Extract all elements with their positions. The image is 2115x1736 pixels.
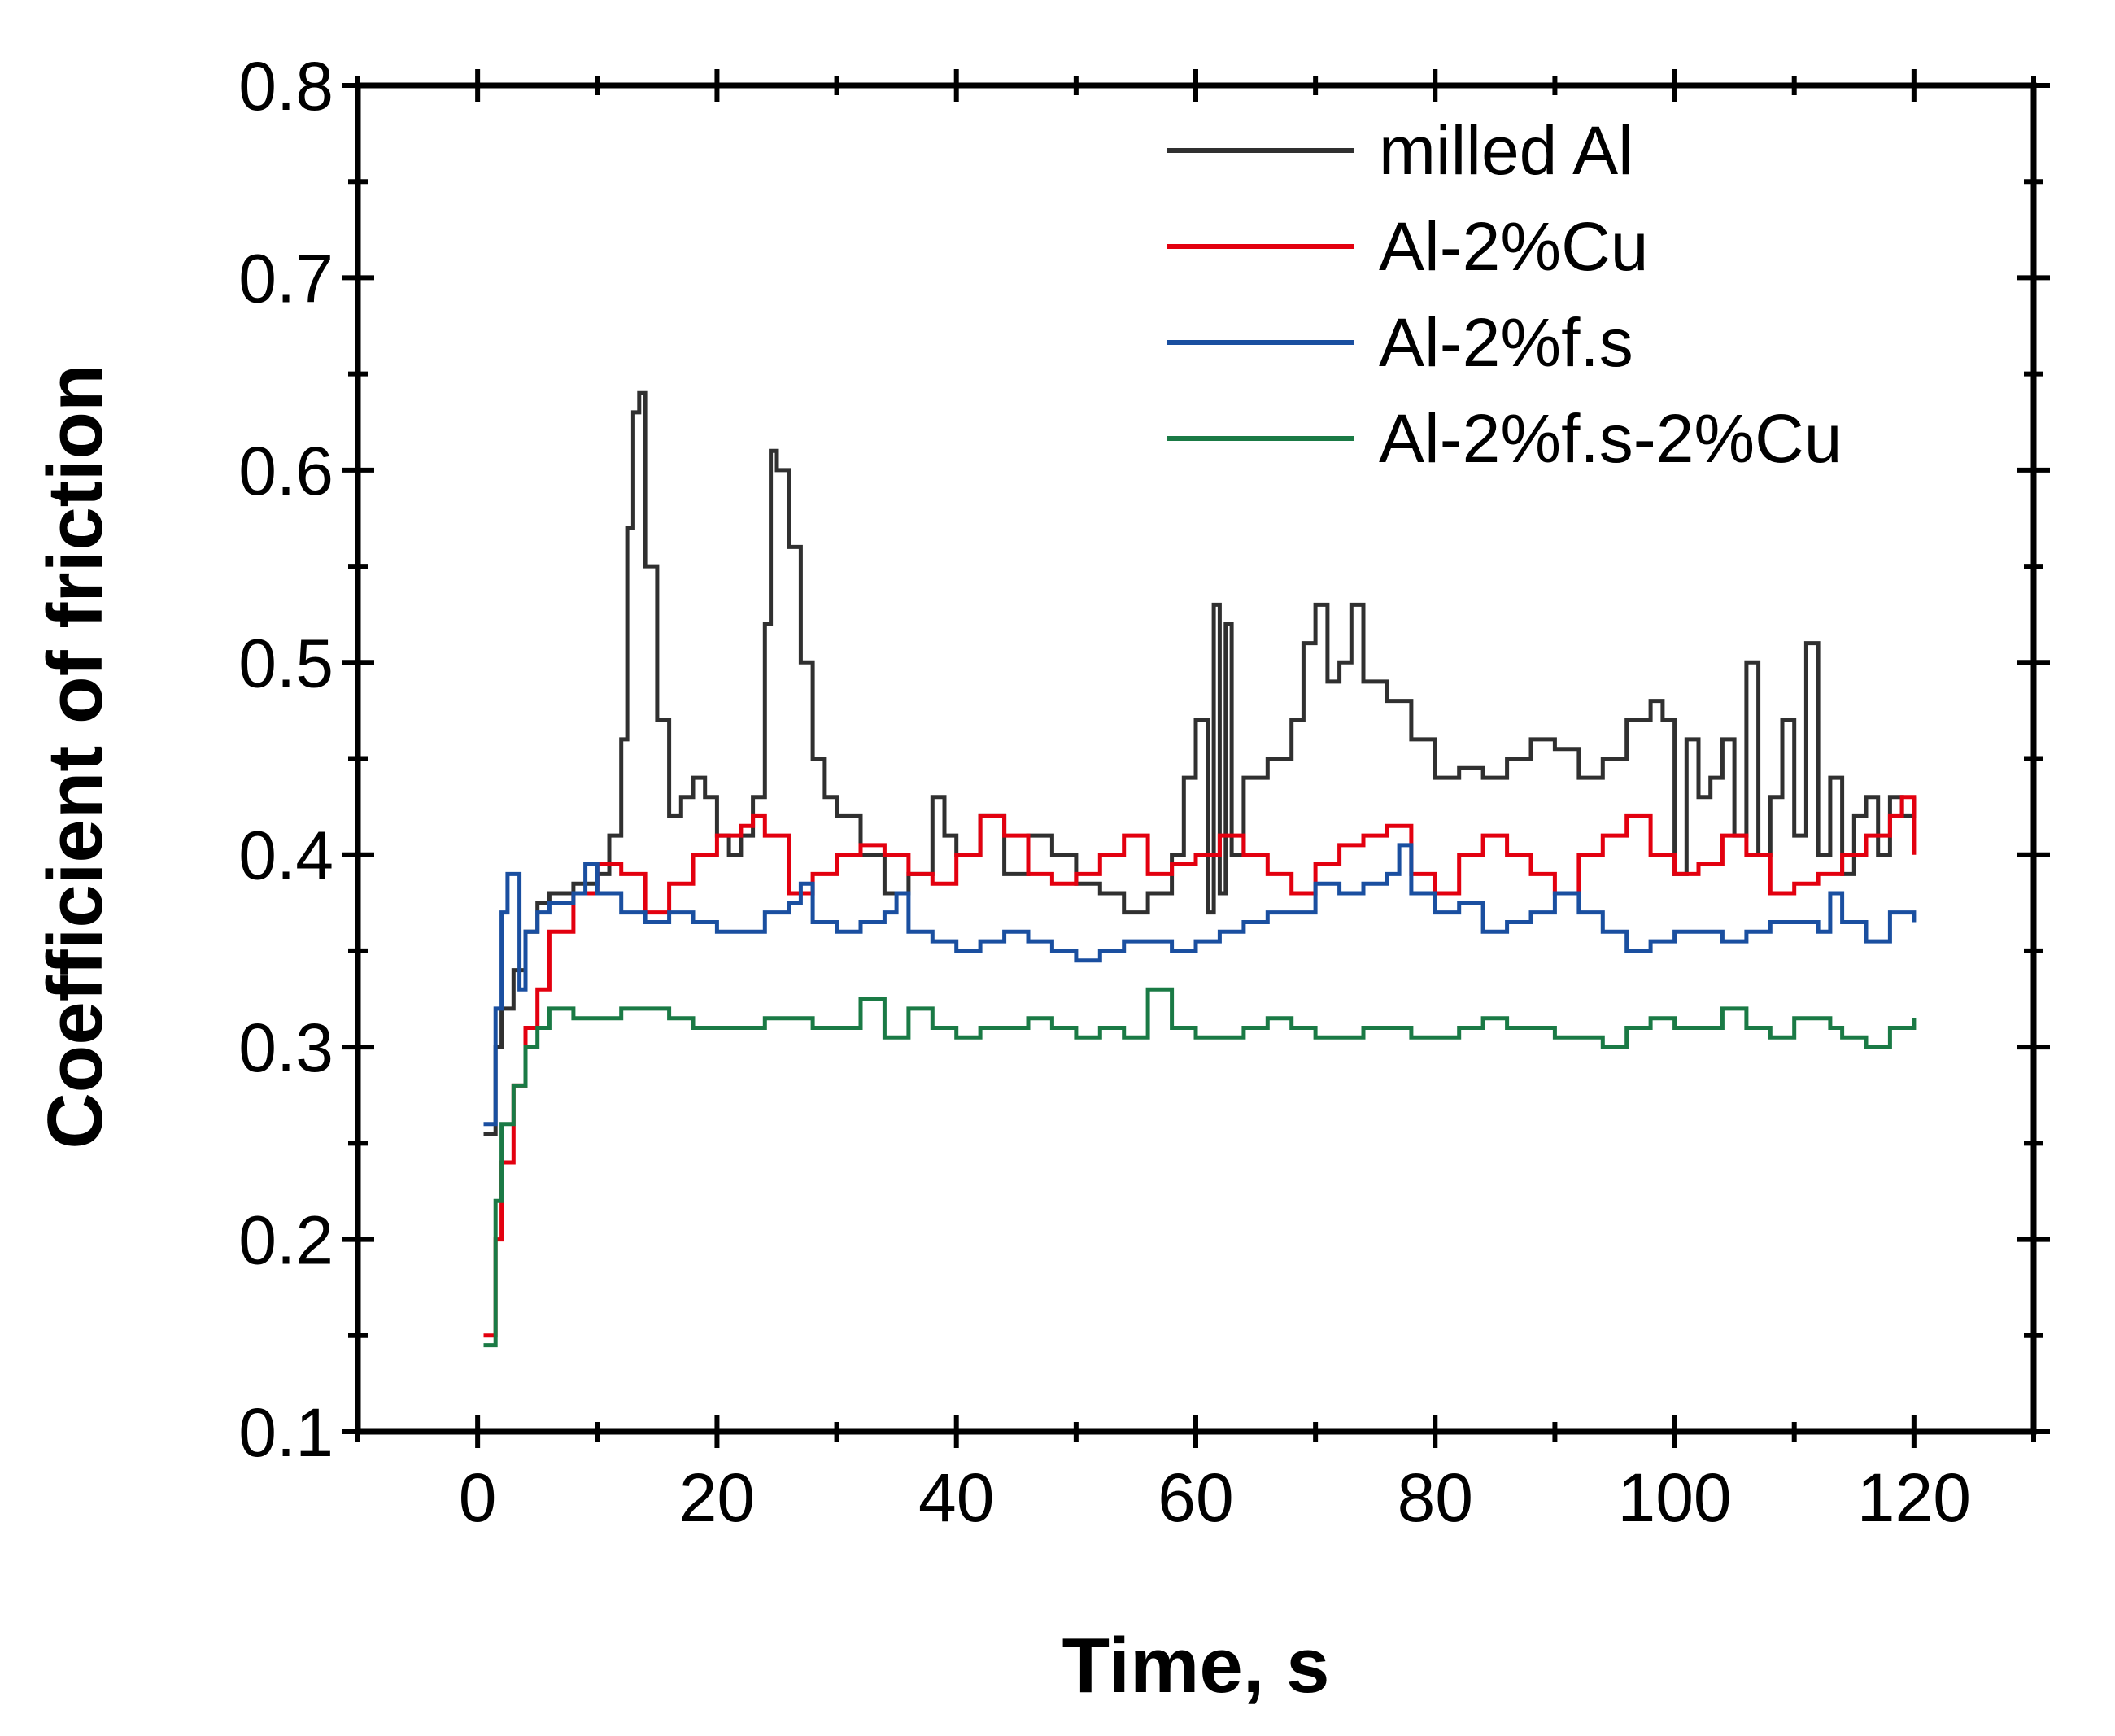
x-axis-title: Time, s xyxy=(1062,1622,1329,1709)
legend-label-1: milled Al xyxy=(1379,112,1633,189)
legend-label-4: Al-2%f.s-2%Cu xyxy=(1379,400,1842,477)
x-tick-label: 100 xyxy=(1617,1459,1731,1536)
x-tick-label: 120 xyxy=(1857,1459,1971,1536)
x-tick-label: 60 xyxy=(1158,1459,1233,1536)
y-tick-label: 0.6 xyxy=(238,433,334,509)
y-tick-label: 0.5 xyxy=(238,625,334,701)
x-tick-label: 80 xyxy=(1398,1459,1473,1536)
series-line-1 xyxy=(483,390,1917,1136)
y-axis-title: Coefficient of friction xyxy=(32,364,119,1149)
series-line-3 xyxy=(483,843,1917,1127)
tick-layer xyxy=(342,69,2050,1448)
series-line-4 xyxy=(483,987,1917,1348)
series-line-2 xyxy=(483,795,1917,1338)
legend-label-3: Al-2%f.s xyxy=(1379,304,1633,381)
series-layer xyxy=(483,390,1917,1348)
y-tick-label: 0.1 xyxy=(238,1394,334,1471)
x-tick-label: 0 xyxy=(459,1459,497,1536)
legend: milled Al Al-2%Cu Al-2%f.s Al-2%f.s-2%Cu xyxy=(1167,112,1842,477)
y-tick-label: 0.8 xyxy=(238,48,334,124)
label-layer: 0 20 40 60 80 100 120 0.1 0.2 0.3 0.4 0.5 0.6 0.7 0.8 xyxy=(238,48,1971,1536)
y-tick-label: 0.3 xyxy=(238,1010,334,1086)
y-tick-label: 0.7 xyxy=(238,240,334,316)
y-tick-label: 0.4 xyxy=(238,818,334,894)
y-tick-label: 0.2 xyxy=(238,1202,334,1279)
x-tick-label: 40 xyxy=(918,1459,994,1536)
x-tick-label: 20 xyxy=(679,1459,755,1536)
legend-label-2: Al-2%Cu xyxy=(1379,208,1648,285)
